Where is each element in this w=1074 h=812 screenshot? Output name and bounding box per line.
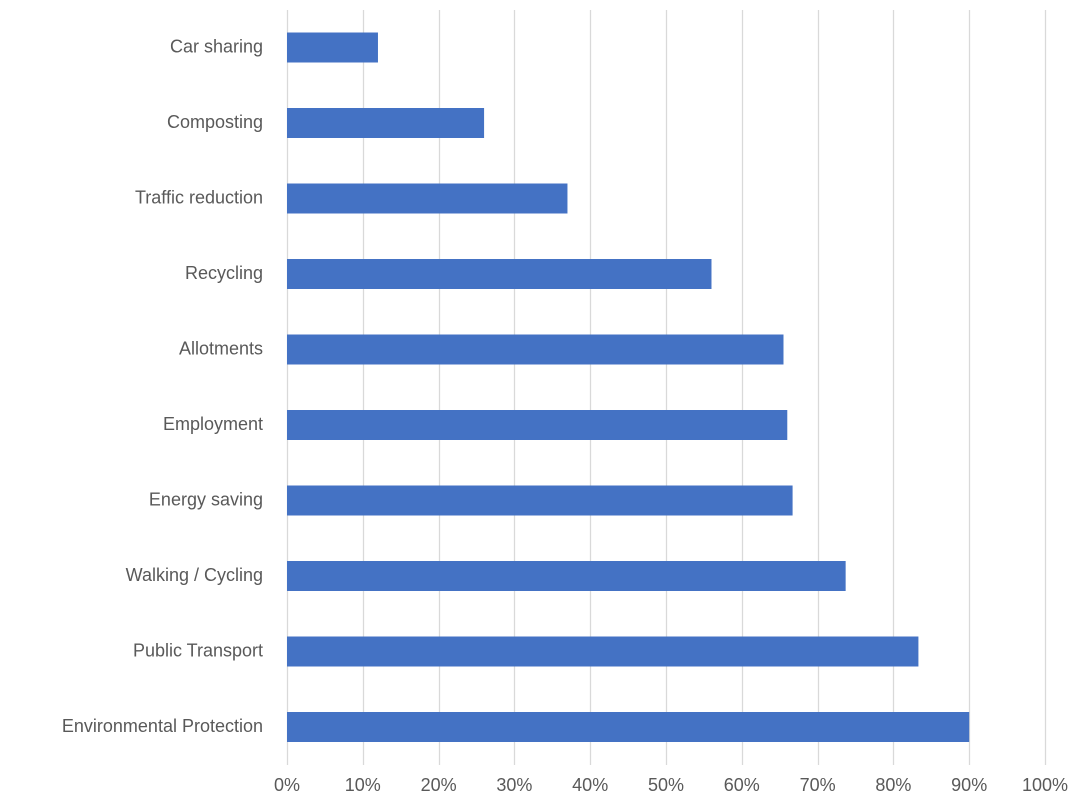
x-tick-label: 20% [421,775,457,795]
bar-walking-cycling [287,561,846,591]
category-labels: Car sharing Composting Traffic reduction Re… [62,36,263,736]
category-label: Employment [163,414,263,434]
category-label: Recycling [185,263,263,283]
bars [287,32,970,742]
category-label: Environmental Protection [62,716,263,736]
bar-energy-saving [287,485,793,516]
x-tick-label: 0% [274,775,300,795]
x-tick-label: 10% [345,775,381,795]
x-tick-label: 100% [1022,775,1068,795]
bar-recycling [287,259,712,289]
category-label: Allotments [179,338,263,358]
x-tick-label: 70% [800,775,836,795]
x-tick-labels: 0% 10% 20% 30% 40% 50% 60% 70% 80% 90% 100% [274,775,1068,795]
x-tick-label: 30% [496,775,532,795]
bar-car-sharing [287,32,378,63]
category-label: Car sharing [170,36,263,56]
x-tick-label: 90% [951,775,987,795]
category-label: Walking / Cycling [126,565,263,585]
bar-environmental-protection [287,712,970,742]
bar-public-transport [287,636,919,667]
category-label: Traffic reduction [135,187,263,207]
bar-allotments [287,334,784,365]
x-tick-label: 40% [572,775,608,795]
category-label: Public Transport [133,640,263,660]
bar-traffic-reduction [287,183,568,214]
x-tick-label: 60% [724,775,760,795]
category-label: Composting [167,112,263,132]
bar-composting [287,108,485,138]
bar-employment [287,410,788,440]
x-tick-label: 50% [648,775,684,795]
x-tick-label: 80% [875,775,911,795]
category-label: Energy saving [149,489,263,509]
